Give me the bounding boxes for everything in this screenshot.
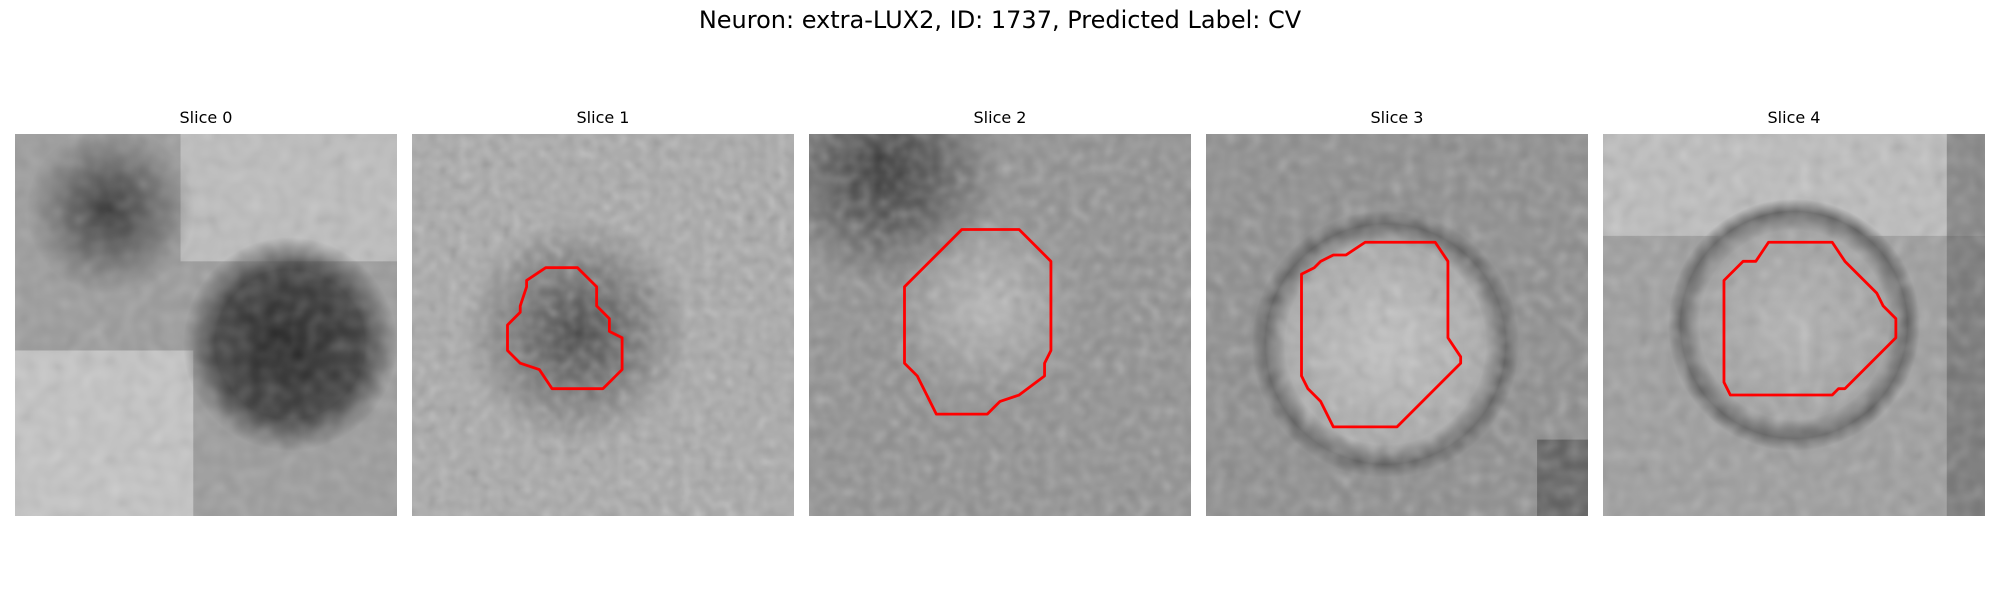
- slice-image-3: [1206, 134, 1588, 516]
- slice-panel-3: Slice 3: [1206, 108, 1588, 524]
- slice-panel-1: Slice 1: [412, 108, 794, 524]
- slice-image-0: [15, 134, 397, 516]
- slice-title-3: Slice 3: [1370, 108, 1424, 127]
- slice-title-4: Slice 4: [1767, 108, 1821, 127]
- slice-panel-2: Slice 2: [809, 108, 1191, 524]
- segmentation-contour-4: [1722, 240, 1898, 397]
- slice-image-4: [1603, 134, 1985, 516]
- slice-panel-0: Slice 0: [15, 108, 397, 524]
- slice-title-1: Slice 1: [576, 108, 630, 127]
- segmentation-contour-1: [506, 266, 624, 391]
- slice-title-2: Slice 2: [973, 108, 1027, 127]
- segmentation-contour-3: [1300, 240, 1463, 429]
- slice-title-0: Slice 0: [179, 108, 233, 127]
- figure-title: Neuron: extra-LUX2, ID: 1737, Predicted …: [698, 6, 1302, 34]
- slice-image-2: [809, 134, 1191, 516]
- slice-image-1: [412, 134, 794, 516]
- segmentation-contour-2: [903, 228, 1053, 416]
- slice-panel-4: Slice 4: [1603, 108, 1985, 524]
